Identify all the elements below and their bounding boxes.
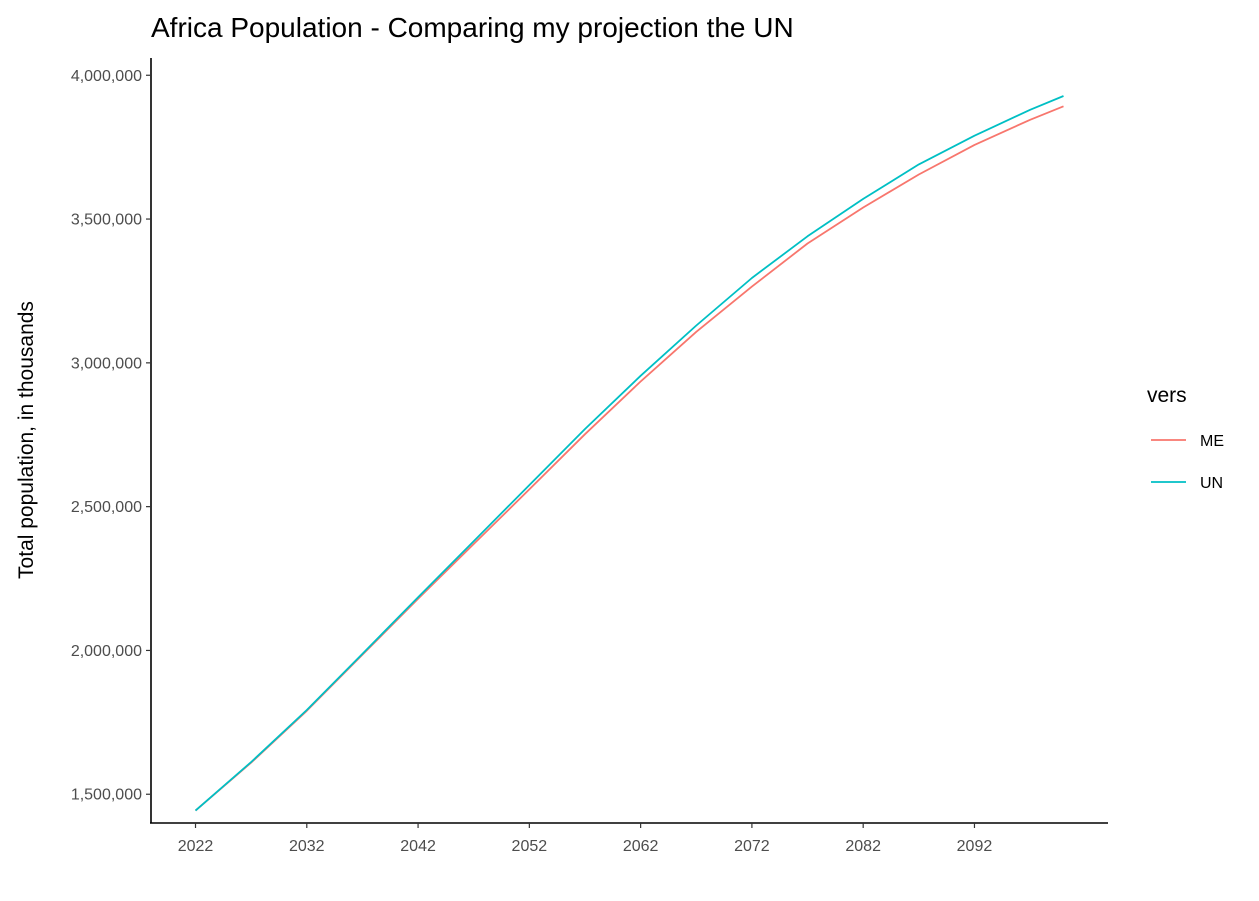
legend-label-me: ME [1200,433,1224,450]
x-tick-label: 2032 [289,838,325,855]
plot-area [194,95,1064,812]
series-line-un [194,95,1064,812]
y-tick-label: 1,500,000 [71,787,142,804]
x-tick-label: 2052 [512,838,548,855]
series-line-me [194,105,1064,812]
y-tick-label: 2,000,000 [71,643,142,660]
y-axis-title: Total population, in thousands [15,301,38,579]
y-tick-label: 3,500,000 [71,212,142,229]
chart-title: Africa Population - Comparing my project… [151,12,794,43]
y-axis-ticks: 1,500,000 2,000,000 2,500,000 3,000,000 3,50… [71,68,151,804]
y-tick-label: 2,500,000 [71,499,142,516]
x-tick-label: 2072 [734,838,770,855]
x-tick-label: 2062 [623,838,659,855]
y-tick-label: 4,000,000 [71,68,142,85]
legend-title: vers [1147,384,1187,407]
x-tick-label: 2092 [957,838,993,855]
x-tick-label: 2042 [400,838,436,855]
x-tick-label: 2082 [845,838,881,855]
y-tick-label: 3,000,000 [71,355,142,372]
legend: vers ME UN [1147,384,1224,492]
x-tick-label: 2022 [178,838,214,855]
legend-label-un: UN [1200,475,1223,492]
x-axis-ticks: 2022 2032 2042 2052 2062 2072 2082 2092 [178,823,993,855]
